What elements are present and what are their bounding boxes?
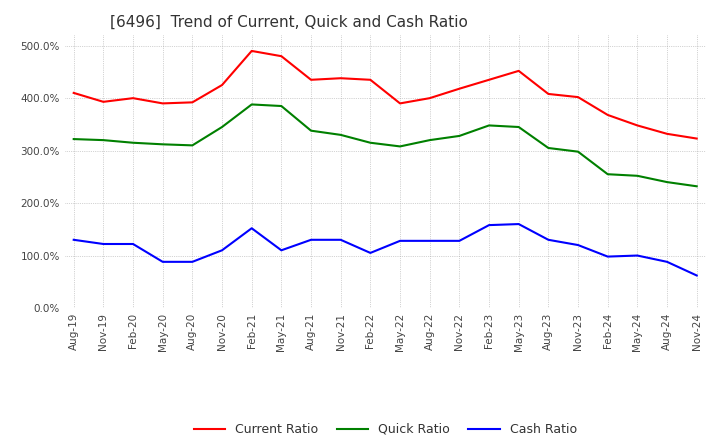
Quick Ratio bbox=[307, 128, 315, 133]
Cash Ratio bbox=[129, 242, 138, 247]
Current Ratio bbox=[426, 95, 434, 101]
Quick Ratio bbox=[603, 172, 612, 177]
Cash Ratio bbox=[99, 242, 108, 247]
Legend: Current Ratio, Quick Ratio, Cash Ratio: Current Ratio, Quick Ratio, Cash Ratio bbox=[189, 418, 582, 440]
Quick Ratio bbox=[455, 133, 464, 139]
Cash Ratio bbox=[426, 238, 434, 243]
Cash Ratio bbox=[248, 226, 256, 231]
Cash Ratio bbox=[603, 254, 612, 259]
Cash Ratio bbox=[158, 259, 167, 264]
Current Ratio bbox=[693, 136, 701, 141]
Cash Ratio bbox=[396, 238, 405, 243]
Current Ratio bbox=[544, 92, 553, 97]
Quick Ratio bbox=[633, 173, 642, 179]
Current Ratio bbox=[99, 99, 108, 104]
Current Ratio bbox=[396, 101, 405, 106]
Current Ratio bbox=[366, 77, 374, 82]
Line: Quick Ratio: Quick Ratio bbox=[73, 104, 697, 186]
Cash Ratio bbox=[544, 237, 553, 242]
Quick Ratio bbox=[69, 136, 78, 142]
Quick Ratio bbox=[336, 132, 345, 138]
Current Ratio bbox=[662, 131, 671, 136]
Cash Ratio bbox=[693, 273, 701, 278]
Cash Ratio bbox=[662, 259, 671, 264]
Current Ratio bbox=[188, 100, 197, 105]
Cash Ratio bbox=[69, 237, 78, 242]
Cash Ratio bbox=[574, 242, 582, 248]
Current Ratio bbox=[69, 90, 78, 95]
Quick Ratio bbox=[366, 140, 374, 145]
Cash Ratio bbox=[514, 221, 523, 227]
Quick Ratio bbox=[129, 140, 138, 145]
Quick Ratio bbox=[248, 102, 256, 107]
Current Ratio bbox=[307, 77, 315, 82]
Current Ratio bbox=[217, 82, 226, 88]
Current Ratio bbox=[574, 95, 582, 100]
Cash Ratio bbox=[455, 238, 464, 243]
Quick Ratio bbox=[396, 144, 405, 149]
Current Ratio bbox=[603, 112, 612, 117]
Cash Ratio bbox=[307, 237, 315, 242]
Quick Ratio bbox=[662, 180, 671, 185]
Quick Ratio bbox=[544, 145, 553, 150]
Quick Ratio bbox=[485, 123, 493, 128]
Text: [6496]  Trend of Current, Quick and Cash Ratio: [6496] Trend of Current, Quick and Cash … bbox=[109, 15, 467, 30]
Current Ratio bbox=[485, 77, 493, 82]
Quick Ratio bbox=[188, 143, 197, 148]
Line: Current Ratio: Current Ratio bbox=[73, 51, 697, 139]
Cash Ratio bbox=[188, 259, 197, 264]
Cash Ratio bbox=[336, 237, 345, 242]
Cash Ratio bbox=[485, 223, 493, 228]
Current Ratio bbox=[129, 95, 138, 101]
Quick Ratio bbox=[693, 183, 701, 189]
Quick Ratio bbox=[514, 125, 523, 130]
Cash Ratio bbox=[217, 248, 226, 253]
Line: Cash Ratio: Cash Ratio bbox=[73, 224, 697, 275]
Cash Ratio bbox=[366, 250, 374, 256]
Quick Ratio bbox=[99, 137, 108, 143]
Current Ratio bbox=[277, 54, 286, 59]
Quick Ratio bbox=[426, 137, 434, 143]
Current Ratio bbox=[158, 101, 167, 106]
Quick Ratio bbox=[217, 125, 226, 130]
Cash Ratio bbox=[633, 253, 642, 258]
Current Ratio bbox=[336, 76, 345, 81]
Quick Ratio bbox=[158, 142, 167, 147]
Quick Ratio bbox=[574, 149, 582, 154]
Current Ratio bbox=[514, 68, 523, 73]
Current Ratio bbox=[455, 86, 464, 92]
Cash Ratio bbox=[277, 248, 286, 253]
Current Ratio bbox=[633, 123, 642, 128]
Quick Ratio bbox=[277, 103, 286, 109]
Current Ratio bbox=[248, 48, 256, 54]
